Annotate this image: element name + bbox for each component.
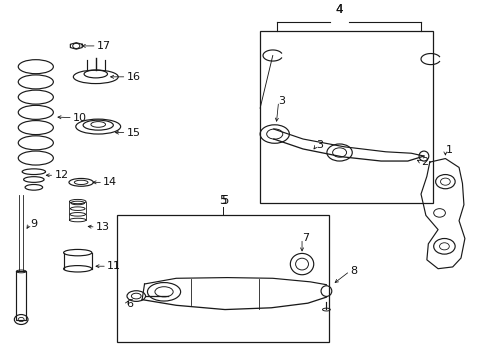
Bar	[117, 215, 328, 342]
Text: 4: 4	[335, 4, 343, 17]
Text: 1: 1	[445, 145, 451, 156]
Text: 2: 2	[420, 157, 427, 167]
Text: 5: 5	[221, 194, 228, 207]
Text: 11: 11	[107, 261, 121, 271]
Text: 3: 3	[316, 140, 323, 150]
Bar	[16, 271, 26, 320]
Text: 13: 13	[96, 222, 109, 232]
Text: 5: 5	[219, 194, 226, 207]
Text: 12: 12	[54, 170, 68, 180]
Text: 10: 10	[73, 113, 87, 123]
Text: 9: 9	[30, 219, 37, 229]
Text: 16: 16	[126, 72, 140, 82]
Bar	[260, 31, 432, 203]
Text: 14: 14	[103, 177, 117, 187]
Text: 3: 3	[278, 96, 285, 106]
Text: 6: 6	[126, 299, 133, 309]
Text: 7: 7	[302, 234, 308, 243]
Text: 8: 8	[349, 266, 356, 276]
Text: 4: 4	[335, 4, 343, 17]
Text: 17: 17	[97, 41, 111, 51]
Text: 15: 15	[126, 127, 140, 138]
